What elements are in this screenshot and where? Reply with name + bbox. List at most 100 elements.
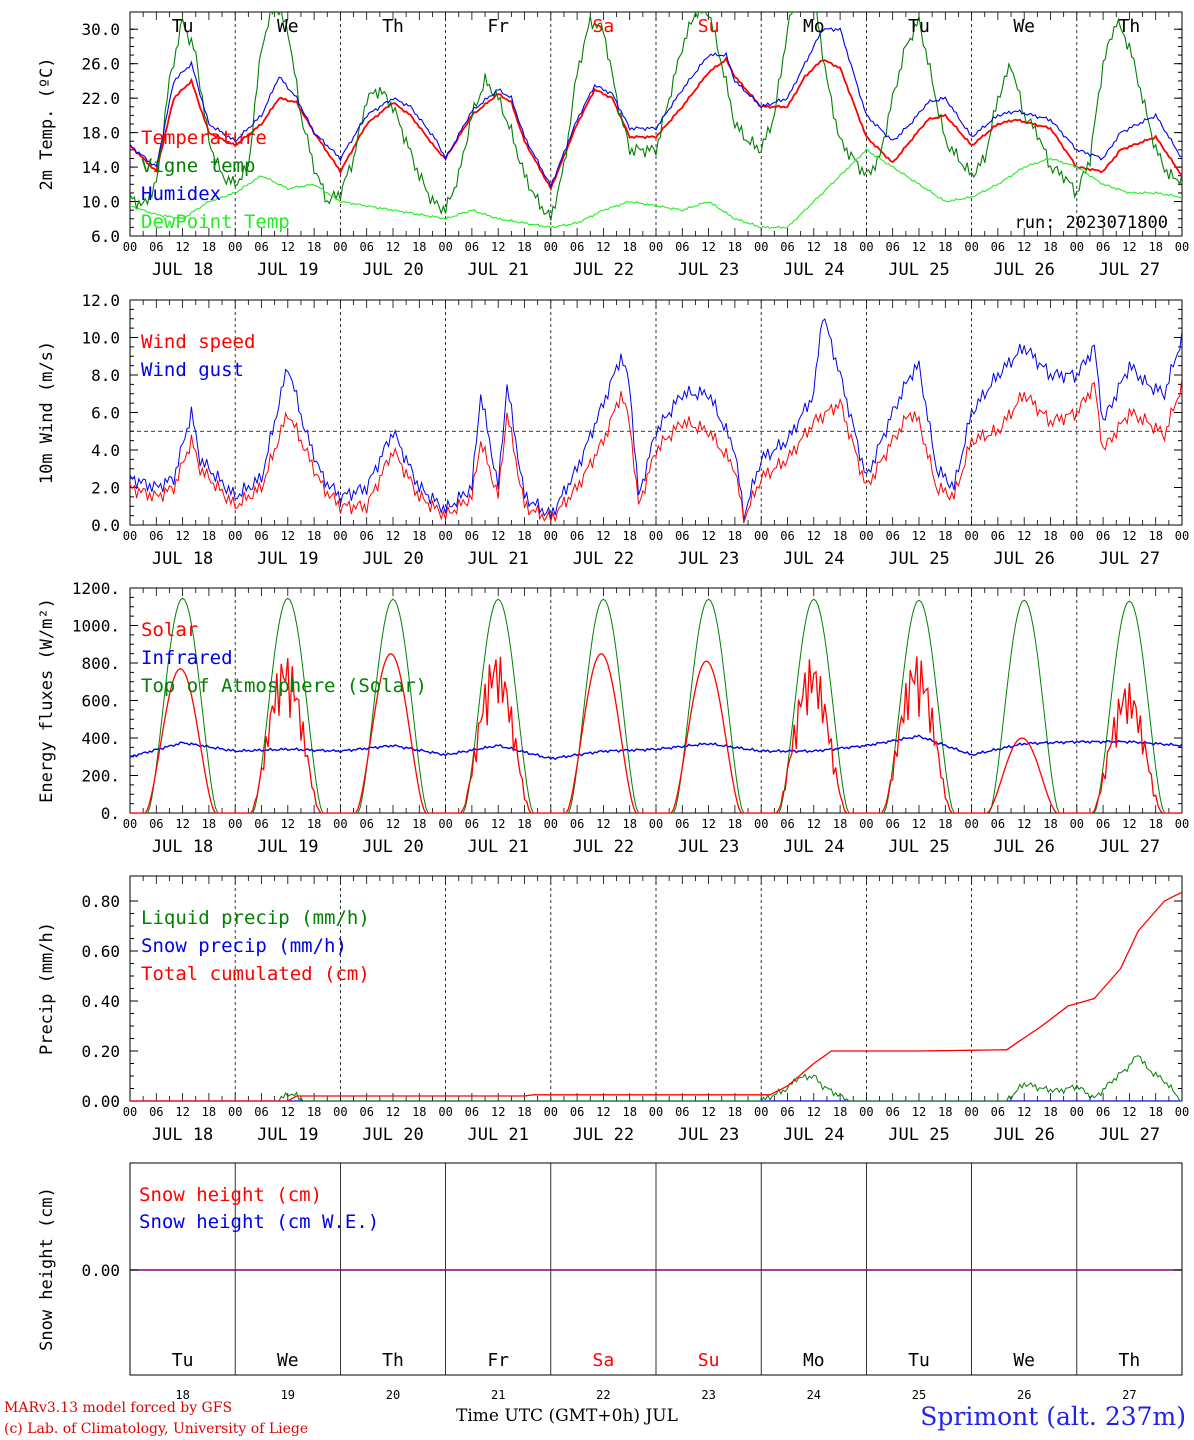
date-label: JUL 21 bbox=[467, 549, 528, 569]
hour-label: 06 bbox=[465, 240, 479, 254]
legend-snow-height-cm: Snow height (cm) bbox=[139, 1184, 322, 1206]
hour-label: 12 bbox=[912, 817, 926, 831]
y-tick-label: 200. bbox=[81, 767, 120, 786]
y-axis-label: 2m Temp. (ºC) bbox=[37, 57, 57, 190]
day-number-label: 23 bbox=[701, 1388, 715, 1402]
hour-label: 06 bbox=[149, 240, 163, 254]
date-label: JUL 25 bbox=[888, 837, 949, 857]
date-label: JUL 25 bbox=[888, 260, 949, 280]
hour-label: 18 bbox=[1148, 240, 1162, 254]
y-tick-label: 0.80 bbox=[81, 892, 120, 911]
hour-label: 18 bbox=[517, 817, 531, 831]
hour-label: 00 bbox=[859, 1105, 873, 1119]
hour-label: 18 bbox=[412, 529, 426, 543]
date-label: JUL 23 bbox=[678, 260, 739, 280]
date-label: JUL 18 bbox=[152, 260, 213, 280]
date-label: JUL 23 bbox=[678, 1125, 739, 1145]
hour-label: 00 bbox=[964, 529, 978, 543]
weekday-label: Tu bbox=[172, 1350, 194, 1371]
hour-label: 00 bbox=[754, 817, 768, 831]
legend-liquid-precip-mm-h: Liquid precip (mm/h) bbox=[141, 907, 370, 929]
hour-label: 18 bbox=[833, 240, 847, 254]
panel-frame bbox=[129, 11, 1183, 237]
hour-label: 12 bbox=[1122, 240, 1136, 254]
hour-label: 12 bbox=[491, 1105, 505, 1119]
date-label: JUL 18 bbox=[152, 1125, 213, 1145]
hour-label: 12 bbox=[386, 817, 400, 831]
hour-label: 06 bbox=[254, 1105, 268, 1119]
hour-label: 12 bbox=[491, 529, 505, 543]
date-label: JUL 20 bbox=[362, 260, 423, 280]
hour-label: 12 bbox=[807, 817, 821, 831]
hour-label: 06 bbox=[149, 1105, 163, 1119]
date-label: JUL 21 bbox=[467, 260, 528, 280]
hour-label: 18 bbox=[412, 240, 426, 254]
hour-label: 00 bbox=[228, 817, 242, 831]
y-tick-label: 14.0 bbox=[81, 158, 120, 177]
legend-total-cumulated-cm: Total cumulated (cm) bbox=[141, 963, 370, 985]
hour-label: 18 bbox=[202, 529, 216, 543]
hour-label: 18 bbox=[1043, 529, 1057, 543]
hour-label: 18 bbox=[1148, 817, 1162, 831]
legend-vigne-temp: Vigne temp bbox=[141, 155, 255, 177]
hour-label: 00 bbox=[649, 240, 663, 254]
y-axis-label: Snow height (cm) bbox=[37, 1187, 57, 1351]
hour-label: 12 bbox=[1017, 1105, 1031, 1119]
y-tick-label: 4.0 bbox=[91, 441, 120, 460]
y-tick-label: 10.0 bbox=[81, 193, 120, 212]
hour-label: 06 bbox=[991, 240, 1005, 254]
hour-label: 06 bbox=[991, 817, 1005, 831]
hour-label: 12 bbox=[281, 817, 295, 831]
hour-label: 12 bbox=[491, 240, 505, 254]
weekday-label: Mo bbox=[803, 16, 825, 37]
weekday-label: Su bbox=[698, 16, 720, 37]
hour-label: 00 bbox=[649, 817, 663, 831]
y-tick-label: 2.0 bbox=[91, 479, 120, 498]
day-number-label: 20 bbox=[386, 1388, 400, 1402]
hour-label: 00 bbox=[544, 1105, 558, 1119]
hour-label: 06 bbox=[254, 817, 268, 831]
day-number-label: 18 bbox=[175, 1388, 189, 1402]
hour-label: 18 bbox=[1148, 1105, 1162, 1119]
hour-label: 12 bbox=[1122, 1105, 1136, 1119]
hour-label: 00 bbox=[754, 529, 768, 543]
weekday-label: Sa bbox=[593, 1350, 615, 1371]
hour-label: 12 bbox=[281, 529, 295, 543]
weekday-label: We bbox=[277, 16, 299, 37]
day-number-label: 26 bbox=[1017, 1388, 1031, 1402]
hour-label: 00 bbox=[333, 817, 347, 831]
hour-label: 12 bbox=[912, 1105, 926, 1119]
hour-label: 12 bbox=[281, 240, 295, 254]
hour-label: 18 bbox=[938, 529, 952, 543]
hour-label: 00 bbox=[333, 240, 347, 254]
hour-label: 00 bbox=[649, 529, 663, 543]
date-label: JUL 27 bbox=[1099, 549, 1160, 569]
y-axis-label: Energy fluxes (W/m²) bbox=[37, 598, 57, 803]
date-label: JUL 24 bbox=[783, 837, 844, 857]
hour-label: 00 bbox=[1070, 240, 1084, 254]
hour-label: 12 bbox=[596, 1105, 610, 1119]
day-number-label: 19 bbox=[281, 1388, 295, 1402]
hour-label: 00 bbox=[228, 529, 242, 543]
panel-5 bbox=[129, 1162, 1183, 1376]
date-label: JUL 22 bbox=[573, 260, 634, 280]
date-label: JUL 20 bbox=[362, 549, 423, 569]
hour-label: 12 bbox=[596, 529, 610, 543]
hour-label: 06 bbox=[465, 529, 479, 543]
hour-label: 12 bbox=[281, 1105, 295, 1119]
hour-label: 12 bbox=[491, 817, 505, 831]
hour-label: 18 bbox=[307, 1105, 321, 1119]
date-label: JUL 19 bbox=[257, 549, 318, 569]
hour-label: 06 bbox=[991, 529, 1005, 543]
hour-label: 06 bbox=[465, 817, 479, 831]
date-label: JUL 26 bbox=[993, 260, 1054, 280]
hour-label: 06 bbox=[149, 817, 163, 831]
hour-label: 06 bbox=[780, 529, 794, 543]
hour-label: 18 bbox=[307, 529, 321, 543]
hour-label: 00 bbox=[859, 529, 873, 543]
hour-label: 06 bbox=[570, 240, 584, 254]
hour-label: 06 bbox=[254, 529, 268, 543]
hour-label: 00 bbox=[754, 240, 768, 254]
hour-label: 00 bbox=[438, 529, 452, 543]
